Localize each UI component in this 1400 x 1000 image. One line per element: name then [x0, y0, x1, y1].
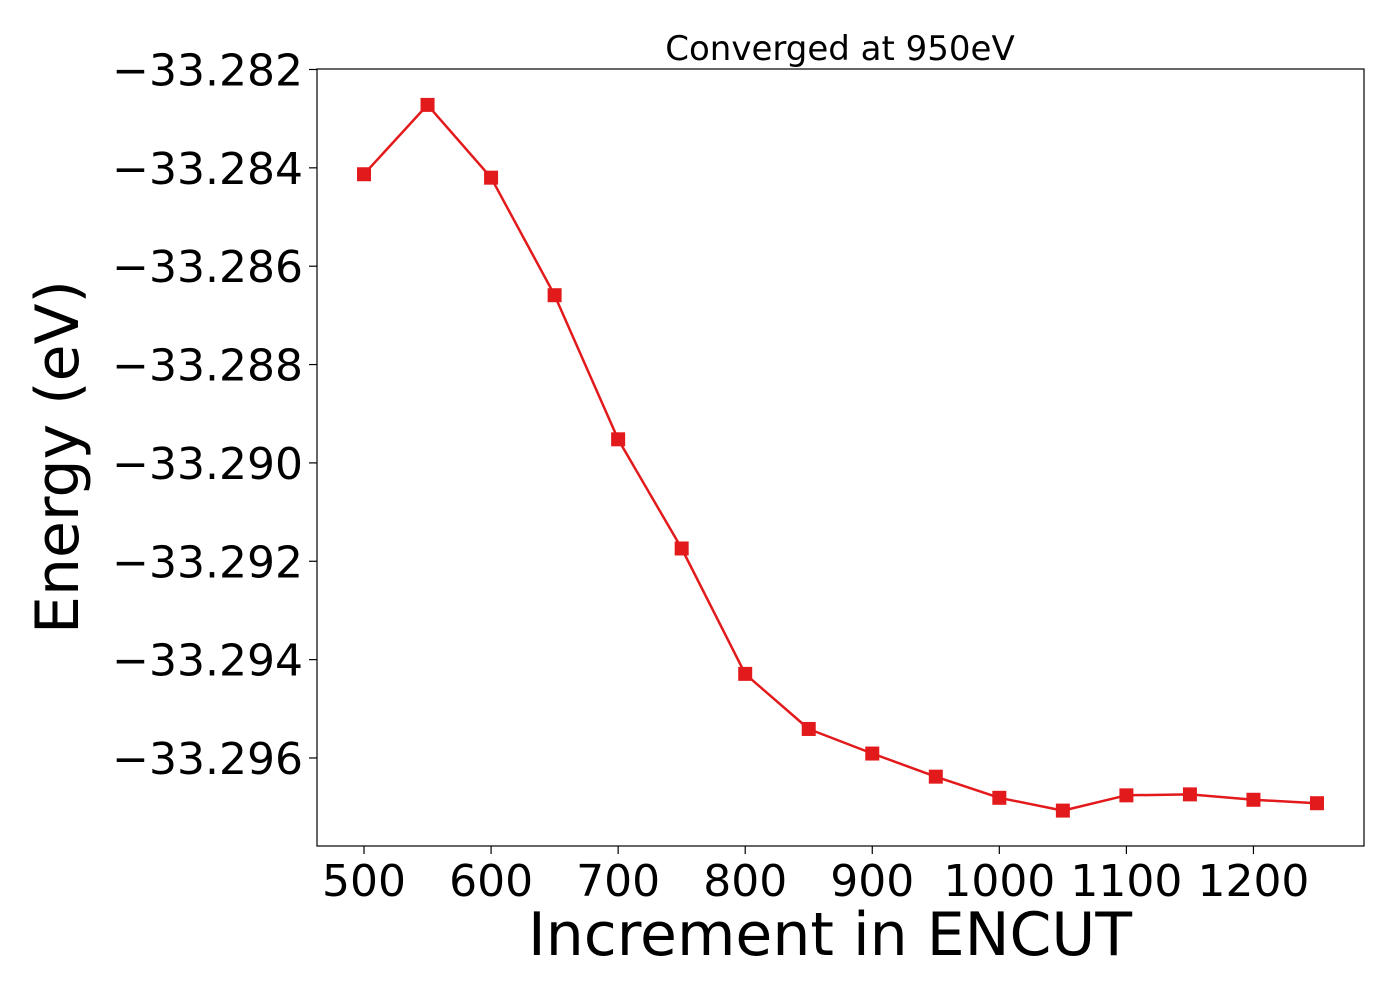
- data-point-marker: [928, 769, 943, 784]
- x-tick-label: 700: [576, 856, 660, 907]
- y-tick-label: −33.282: [112, 45, 303, 96]
- x-tick-label: 600: [449, 856, 533, 907]
- x-tick-label: 800: [703, 856, 787, 907]
- y-axis-label: Energy (eV): [23, 280, 93, 634]
- x-tick-label: 1000: [943, 856, 1055, 907]
- data-point-marker: [801, 721, 816, 736]
- data-point-marker: [420, 97, 435, 112]
- data-point-marker: [1182, 787, 1197, 802]
- y-tick-label: −33.288: [112, 341, 303, 392]
- data-point-marker: [1055, 803, 1070, 818]
- y-tick-label: −33.284: [112, 144, 303, 195]
- data-point-marker: [738, 666, 753, 681]
- data-point-marker: [1119, 788, 1134, 803]
- data-point-marker: [1246, 792, 1261, 807]
- data-point-marker: [865, 746, 880, 761]
- data-point-marker: [674, 541, 689, 556]
- y-tick-label: −33.286: [112, 242, 303, 293]
- data-point-marker: [547, 288, 562, 303]
- x-tick-label: 1200: [1197, 856, 1309, 907]
- y-tick-label: −33.292: [112, 537, 303, 588]
- data-point-marker: [992, 790, 1007, 805]
- data-point-marker: [611, 432, 626, 447]
- data-point-marker: [484, 170, 499, 185]
- data-point-marker: [357, 167, 372, 182]
- y-tick-label: −33.290: [112, 439, 303, 490]
- series-layer: [357, 97, 1324, 818]
- x-tick-label: 1100: [1070, 856, 1182, 907]
- x-tick-label: 900: [830, 856, 914, 907]
- plot-area-frame: [316, 68, 1365, 847]
- x-tick-label: 500: [322, 856, 406, 907]
- y-axis-ticks: −33.282 −33.284 −33.286 −33.288 −33.290 −33.2…: [112, 45, 317, 785]
- data-point-marker: [1309, 796, 1324, 811]
- chart-title: Converged at 950eV: [665, 29, 1014, 69]
- x-axis-ticks: 500 600 700 800 900 1000 1100 1200: [322, 846, 1309, 907]
- series-line: [363, 103, 1318, 812]
- x-axis-label: Increment in ENCUT: [528, 900, 1132, 970]
- y-tick-label: −33.294: [112, 636, 303, 687]
- y-tick-label: −33.296: [112, 734, 303, 785]
